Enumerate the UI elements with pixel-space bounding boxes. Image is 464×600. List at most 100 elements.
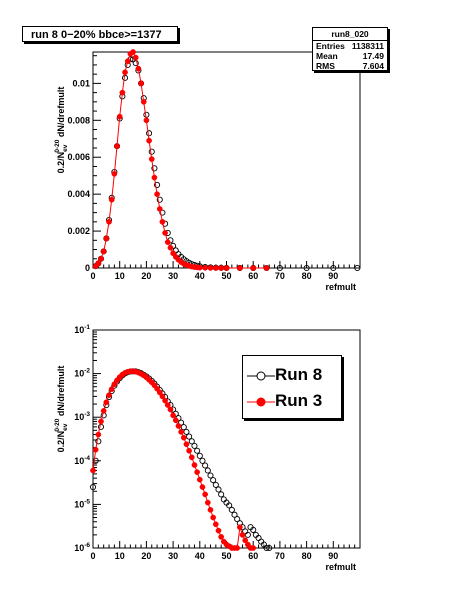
x-tick-label: 80 [302, 551, 312, 561]
data-point-run3 [194, 469, 200, 475]
data-point-run8 [250, 526, 257, 533]
data-point-run8 [212, 481, 219, 488]
data-point-run3 [98, 418, 104, 425]
data-point-run3 [207, 265, 214, 271]
data-point-run3 [204, 499, 211, 506]
data-point-run3 [106, 218, 112, 225]
data-point-run3 [218, 534, 225, 540]
data-point-run8 [276, 264, 283, 272]
data-point-run3 [114, 143, 120, 150]
x-tick-label: 40 [195, 271, 205, 281]
plot-frame [92, 51, 361, 269]
data-point-run3 [223, 265, 230, 271]
data-point-run3 [116, 113, 123, 120]
data-point-run3 [111, 170, 118, 177]
y-tick-label: 10-4 [74, 455, 90, 466]
data-point-run3 [212, 521, 219, 528]
y-tick-label: 10-1 [74, 324, 90, 335]
y-tick-label: 0.004 [67, 189, 90, 199]
stats-label: RMS [316, 61, 335, 71]
data-point-run8 [266, 544, 273, 552]
x-axis-label: refmult [325, 282, 356, 292]
data-point-run3 [135, 65, 142, 72]
stats-value: 17.49 [362, 51, 384, 61]
stats-value: 7.604 [362, 61, 384, 71]
data-point-run3 [140, 98, 147, 105]
data-point-run3 [191, 462, 198, 468]
data-point-run8 [231, 511, 238, 518]
data-point-run8 [159, 209, 166, 216]
data-point-run3 [180, 434, 187, 441]
data-point-run3 [132, 54, 139, 61]
data-point-run8 [218, 491, 225, 498]
data-point-run3 [188, 454, 195, 461]
data-point-run3 [215, 527, 222, 534]
data-point-run8 [199, 457, 206, 464]
data-point-run3 [186, 447, 192, 454]
data-point-run8 [148, 148, 155, 155]
data-point-run3 [202, 264, 208, 271]
data-point-run8 [228, 506, 235, 513]
y-axis-label: 0.2/Nev0-20 dN/drefmult [54, 366, 69, 453]
data-point-run8 [151, 165, 158, 172]
x-tick-label: 0 [90, 271, 95, 281]
data-point-run3 [100, 407, 107, 414]
data-point-run3 [167, 244, 174, 251]
data-point-run3 [98, 255, 104, 262]
x-tick-label: 0 [90, 551, 95, 561]
y-tick-label: 0 [85, 263, 90, 273]
x-tick-label: 60 [248, 271, 258, 281]
data-point-run3 [130, 49, 136, 55]
y-tick-label: 0.002 [67, 226, 90, 236]
x-tick-label: 90 [328, 271, 338, 281]
x-tick-label: 40 [195, 551, 205, 561]
data-point-run8 [89, 483, 97, 491]
stats-row: RMS 7.604 [313, 61, 387, 71]
stats-value: 1138311 [351, 41, 384, 51]
y-tick-label: 0.008 [67, 115, 90, 125]
data-point-run3 [242, 537, 249, 544]
data-point-run8 [154, 181, 161, 188]
data-point-run3 [92, 446, 99, 453]
x-axis-label: refmult [325, 562, 356, 572]
data-point-run3 [111, 381, 118, 388]
data-point-run3 [237, 265, 243, 271]
data-point-run3 [170, 412, 176, 419]
data-point-run3 [90, 467, 96, 474]
data-point-run3 [175, 423, 182, 429]
y-tick-label: 0.01 [72, 78, 90, 88]
legend-marker-run3 [247, 397, 275, 407]
data-point-run8 [210, 477, 217, 484]
data-point-run8 [188, 438, 195, 445]
data-point-run3 [183, 441, 190, 448]
x-tick-label: 90 [328, 551, 338, 561]
data-point-run8 [226, 502, 233, 509]
stats-label: Mean [316, 51, 338, 61]
data-point-run3 [250, 545, 257, 551]
data-point-run3 [159, 393, 166, 400]
data-point-run3 [143, 117, 150, 124]
data-point-run8 [191, 442, 198, 449]
data-point-run3 [207, 506, 214, 513]
data-point-run3 [154, 191, 160, 198]
x-tick-label: 60 [248, 551, 258, 561]
stats-label: Entries [316, 41, 345, 51]
data-point-run3 [178, 429, 184, 435]
data-point-run3 [122, 69, 128, 76]
data-point-run8 [330, 264, 337, 272]
x-tick-label: 10 [115, 271, 125, 281]
y-tick-label: 10-2 [74, 368, 90, 379]
data-point-run3 [156, 389, 163, 396]
x-tick-label: 70 [275, 551, 285, 561]
x-tick-label: 50 [221, 271, 231, 281]
data-point-run3 [151, 174, 158, 181]
data-point-run8 [204, 467, 211, 474]
x-tick-label: 20 [141, 551, 151, 561]
data-point-run8 [196, 452, 203, 459]
data-point-run3 [199, 484, 206, 490]
data-point-run3 [167, 406, 174, 413]
legend-label-run8: Run 8 [275, 365, 323, 384]
data-point-run3 [138, 80, 144, 87]
data-point-run3 [196, 264, 203, 271]
legend-label-run3: Run 3 [275, 391, 323, 410]
